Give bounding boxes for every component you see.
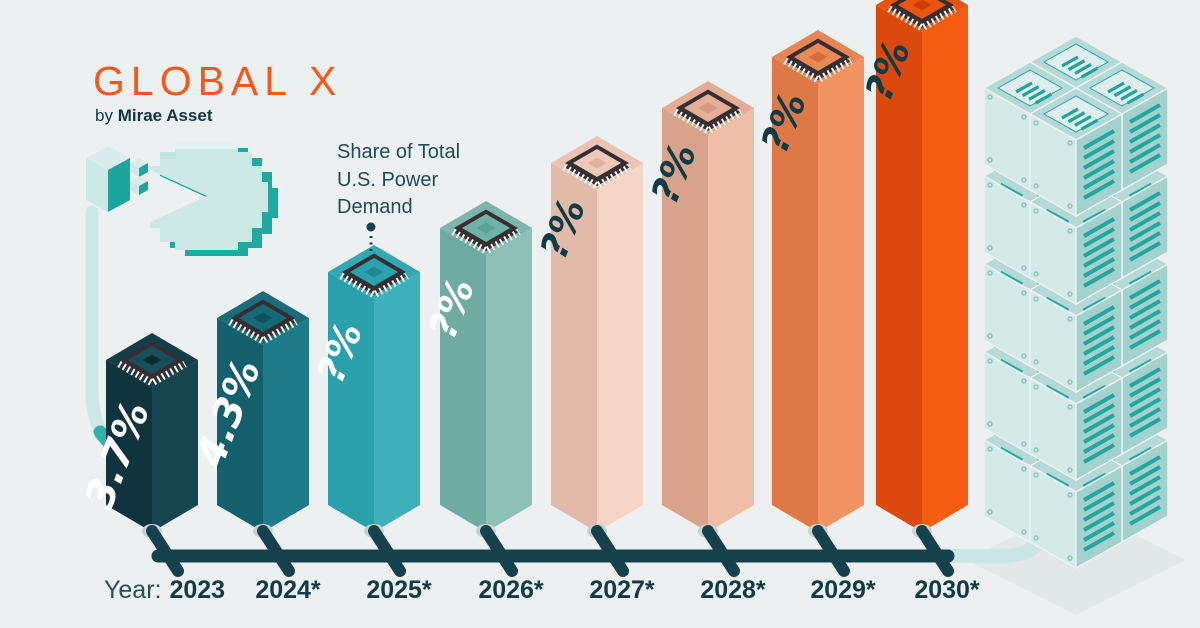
- cable-stub: [916, 525, 954, 577]
- cpu-chip-icon: [673, 89, 743, 136]
- cpu-chip-icon: [228, 299, 298, 346]
- bar-2025*: ?%: [309, 245, 420, 532]
- year-label-2027: 2027*: [589, 576, 655, 604]
- global-x-logo: GLOBAL X: [93, 58, 343, 104]
- cable-stub: [591, 525, 629, 577]
- bar-2029*: ?%: [753, 30, 864, 532]
- cable-stub: [480, 525, 518, 577]
- cable-stub: [812, 525, 850, 577]
- bar-2027*: ?%: [532, 136, 643, 532]
- bar-2026*: ?%: [421, 201, 532, 532]
- year-label-2030: 2030*: [914, 576, 980, 604]
- year-label-2025: 2025*: [366, 576, 432, 604]
- bar-2030*: ?%: [857, 0, 968, 532]
- server-rack-stack: [982, 35, 1170, 570]
- year-label-2024: 2024*: [255, 576, 321, 604]
- year-label-2026: 2026*: [478, 576, 544, 604]
- power-plug-icon: [86, 146, 148, 212]
- bar-2024*: 4.3%: [187, 291, 309, 532]
- cpu-chip-icon: [117, 341, 187, 388]
- logo-byline: by Mirae Asset: [95, 106, 213, 125]
- year-label-2028: 2028*: [700, 576, 766, 604]
- cpu-chip-icon: [562, 144, 632, 191]
- cpu-chip-icon: [887, 0, 957, 33]
- cpu-chip-icon: [451, 209, 521, 256]
- bar-2028*: ?%: [643, 81, 754, 532]
- x-axis-prefix: Year:: [104, 576, 162, 604]
- cpu-chip-icon: [339, 253, 409, 300]
- pixel-pacman-icon: [150, 142, 278, 256]
- year-label-2029: 2029*: [810, 576, 876, 604]
- cable-stub: [702, 525, 740, 577]
- server-cabinet: [1028, 87, 1124, 218]
- cable-stub: [257, 525, 295, 577]
- cable-stub: [368, 525, 406, 577]
- cable-stub: [146, 525, 184, 577]
- leader-dot: [366, 222, 376, 232]
- year-label-2023: Year: 2023: [104, 576, 226, 604]
- chart-title: Share of Total U.S. Power Demand: [337, 141, 461, 219]
- x-axis-labels: Year: 2023 2024* 2025* 2026* 2027* 2028* 2029* 2…: [0, 576, 1200, 610]
- cpu-chip-icon: [783, 38, 853, 85]
